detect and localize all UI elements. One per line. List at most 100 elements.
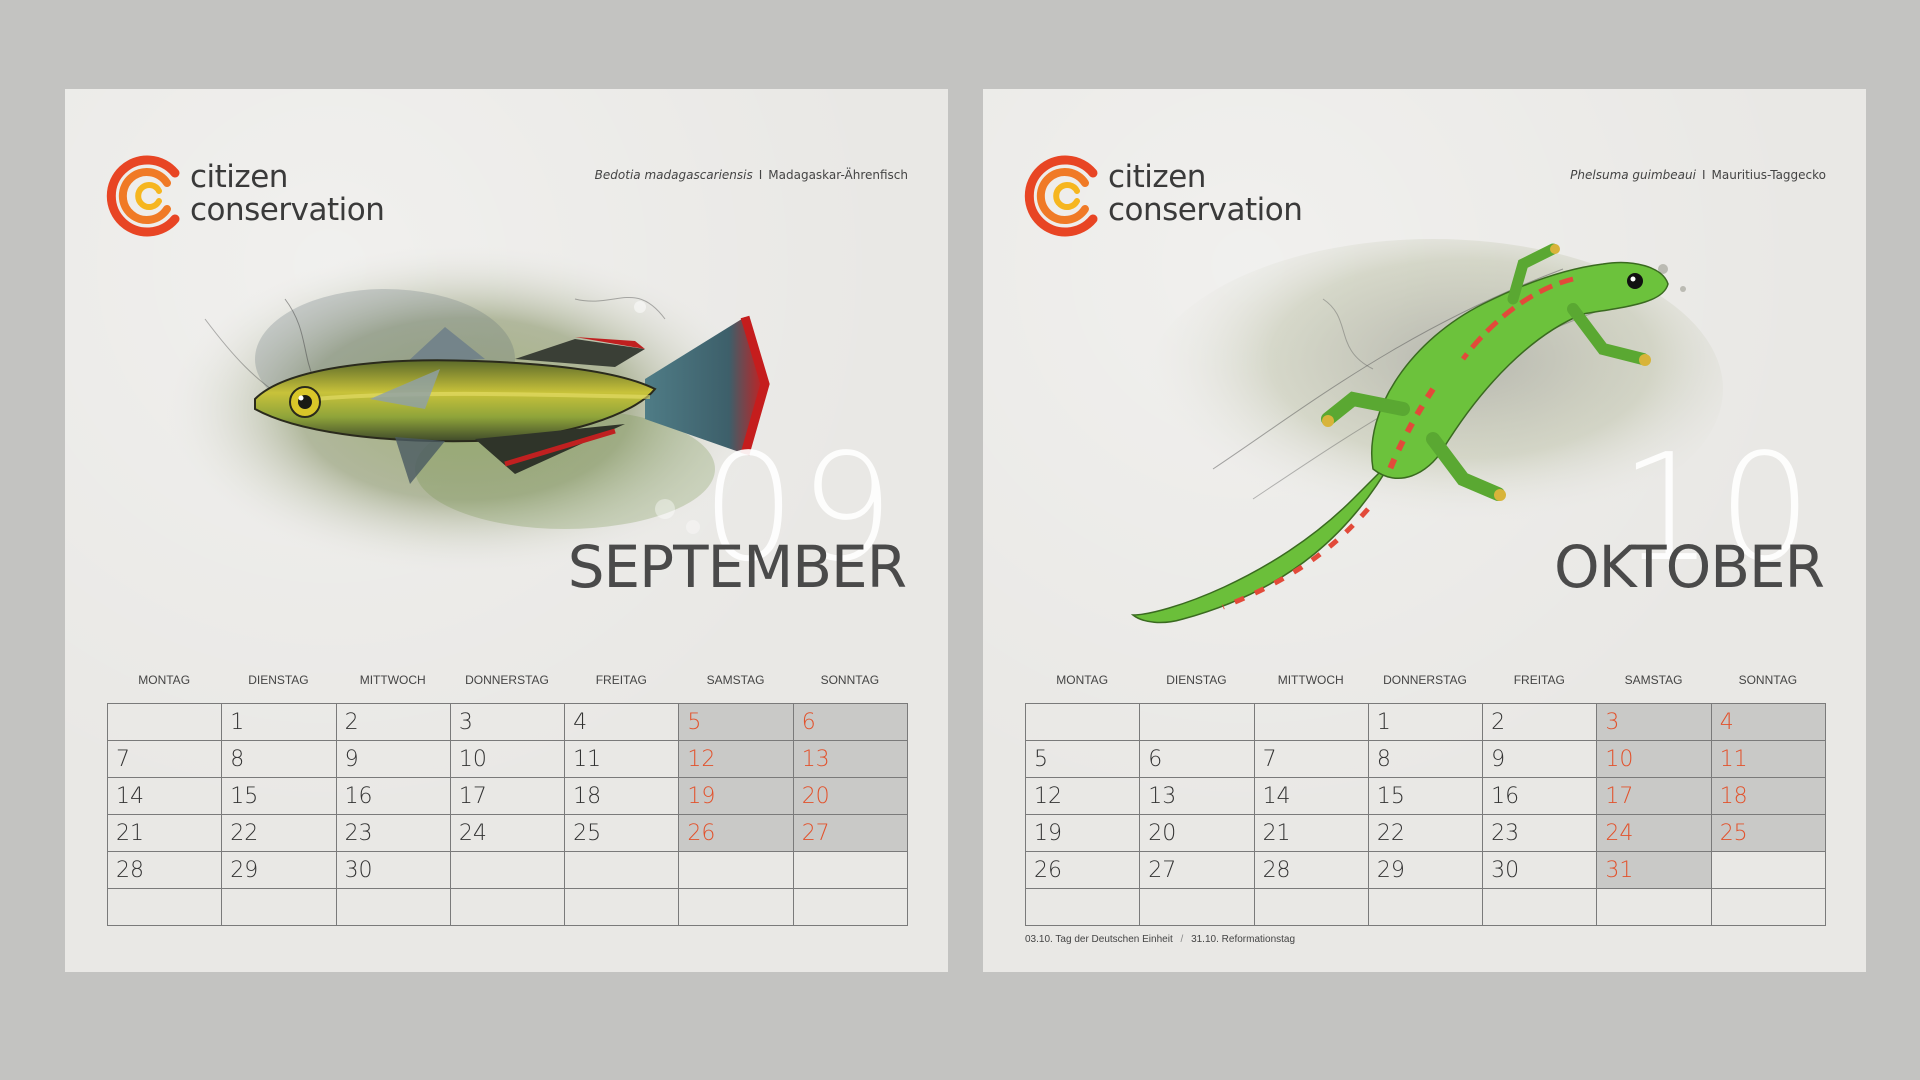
day-cell — [1710, 888, 1827, 926]
weekend-day-cell: 10 — [1596, 740, 1712, 778]
day-cell: 30 — [335, 851, 451, 889]
day-cell: 15 — [221, 777, 337, 815]
logo-text: citizen conservation — [1108, 161, 1303, 228]
weekend-day-cell: 4 — [1710, 703, 1827, 741]
week-row: 26 27 28 29 30 31 — [1024, 851, 1827, 889]
citizen-conservation-logo: citizen conservation — [105, 151, 405, 241]
weekday-label: DIENSTAG — [248, 673, 309, 687]
day-cell: 11 — [564, 740, 680, 778]
week-row: 7 8 9 10 11 12 13 — [106, 740, 909, 778]
month-name: OKTOBER — [1553, 533, 1825, 601]
calendar-page-september: citizen conservation Bedotia madagascari… — [65, 89, 948, 972]
day-cell — [678, 851, 794, 889]
weekend-day-cell: 31 — [1596, 851, 1712, 889]
day-cell: 21 — [1253, 814, 1369, 852]
week-row: 1 2 3 4 5 6 — [106, 703, 909, 741]
calendar-page-oktober: citizen conservation Phelsuma guimbeaui I… — [983, 89, 1866, 972]
week-row: 14 15 16 17 18 19 20 — [106, 777, 909, 815]
day-cell: 27 — [1139, 851, 1255, 889]
weekday-label: MONTAG — [1056, 673, 1109, 687]
logo-line-1: citizen — [190, 159, 288, 195]
day-cell: 2 — [1482, 703, 1598, 741]
logo-line-2: conservation — [190, 192, 385, 228]
day-cell: 3 — [449, 703, 566, 741]
day-cell — [792, 851, 909, 889]
day-cell — [1253, 703, 1369, 741]
weekend-day-cell: 13 — [792, 740, 909, 778]
day-cell — [564, 851, 680, 889]
day-cell — [1139, 703, 1255, 741]
weekend-day-cell: 27 — [792, 814, 909, 852]
day-cell: 29 — [221, 851, 337, 889]
holiday-name: Tag der Deutschen Einheit — [1055, 934, 1173, 945]
day-cell — [1253, 888, 1369, 926]
day-cell: 21 — [106, 814, 223, 852]
day-cell — [449, 851, 566, 889]
day-cell — [1596, 888, 1712, 926]
weekday-label: FREITAG — [1513, 673, 1565, 687]
weekday-label: MITTWOCH — [1277, 673, 1344, 687]
day-cell: 7 — [1253, 740, 1369, 778]
logo-line-2: conservation — [1108, 192, 1303, 228]
weekday-label: DONNERSTAG — [1383, 673, 1467, 687]
logo-mark-icon — [1024, 155, 1098, 237]
weekend-day-cell: 12 — [678, 740, 794, 778]
week-row: 1 2 3 4 — [1024, 703, 1827, 741]
day-cell: 19 — [1024, 814, 1141, 852]
weekend-day-cell: 24 — [1596, 814, 1712, 852]
holiday-date: 03.10. — [1025, 934, 1053, 945]
weekday-header: MONTAG DIENSTAG MITTWOCH DONNERSTAG FREI… — [1025, 673, 1825, 689]
holiday-date: 31.10. — [1191, 934, 1219, 945]
day-cell: 9 — [1482, 740, 1598, 778]
weekday-label: DIENSTAG — [1166, 673, 1227, 687]
day-cell: 28 — [1253, 851, 1369, 889]
weekend-day-cell: 6 — [792, 703, 909, 741]
day-cell: 22 — [221, 814, 337, 852]
day-cell: 20 — [1139, 814, 1255, 852]
day-cell: 17 — [449, 777, 566, 815]
month-name: SEPTEMBER — [567, 533, 907, 601]
day-cell: 29 — [1367, 851, 1484, 889]
weekday-label: SONNTAG — [1738, 673, 1798, 687]
calendar-grid-oktober: 1 2 3 4 5 6 7 8 9 10 11 12 13 14 15 16 1… — [1024, 703, 1827, 926]
day-cell: 26 — [1024, 851, 1141, 889]
week-row — [1024, 888, 1827, 926]
day-cell: 28 — [106, 851, 223, 889]
species-separator: I — [1701, 168, 1706, 182]
day-cell: 4 — [564, 703, 680, 741]
day-cell — [1024, 703, 1141, 741]
day-cell: 5 — [1024, 740, 1141, 778]
calendar-grid-september: 1 2 3 4 5 6 7 8 9 10 11 12 13 14 15 16 1… — [106, 703, 909, 926]
logo-mark-icon — [106, 155, 180, 237]
holiday-name: Reformationstag — [1221, 934, 1296, 945]
day-cell: 25 — [564, 814, 680, 852]
logo-text: citizen conservation — [190, 159, 385, 228]
species-separator: I — [758, 168, 763, 182]
rainbowfish-illustration — [165, 244, 770, 574]
day-cell: 16 — [1482, 777, 1598, 815]
day-cell: 8 — [1367, 740, 1484, 778]
day-cell: 13 — [1139, 777, 1255, 815]
weekend-day-cell: 18 — [1710, 777, 1827, 815]
day-cell — [564, 888, 680, 926]
day-cell — [221, 888, 337, 926]
weekend-day-cell: 11 — [1710, 740, 1827, 778]
holiday-separator: / — [1180, 934, 1184, 945]
month-number: 10 — [1619, 422, 1816, 594]
weekend-day-cell: 20 — [792, 777, 909, 815]
day-cell: 16 — [335, 777, 451, 815]
day-cell: 12 — [1024, 777, 1141, 815]
weekend-day-cell: 26 — [678, 814, 794, 852]
day-cell: 23 — [335, 814, 451, 852]
species-scientific-name: Bedotia madagascariensis — [594, 168, 753, 182]
week-row: 21 22 23 24 25 26 27 — [106, 814, 909, 852]
weekday-label: SAMSTAG — [1624, 673, 1683, 687]
citizen-conservation-logo: citizen conservation — [1023, 151, 1323, 241]
day-cell: 15 — [1367, 777, 1484, 815]
day-cell — [106, 703, 223, 741]
day-cell: 24 — [449, 814, 566, 852]
holiday-footnote: 03.10. Tag der Deutschen Einheit / 31.10… — [1025, 934, 1295, 945]
day-cell: 2 — [335, 703, 451, 741]
weekday-label: FREITAG — [595, 673, 647, 687]
day-cell — [335, 888, 451, 926]
